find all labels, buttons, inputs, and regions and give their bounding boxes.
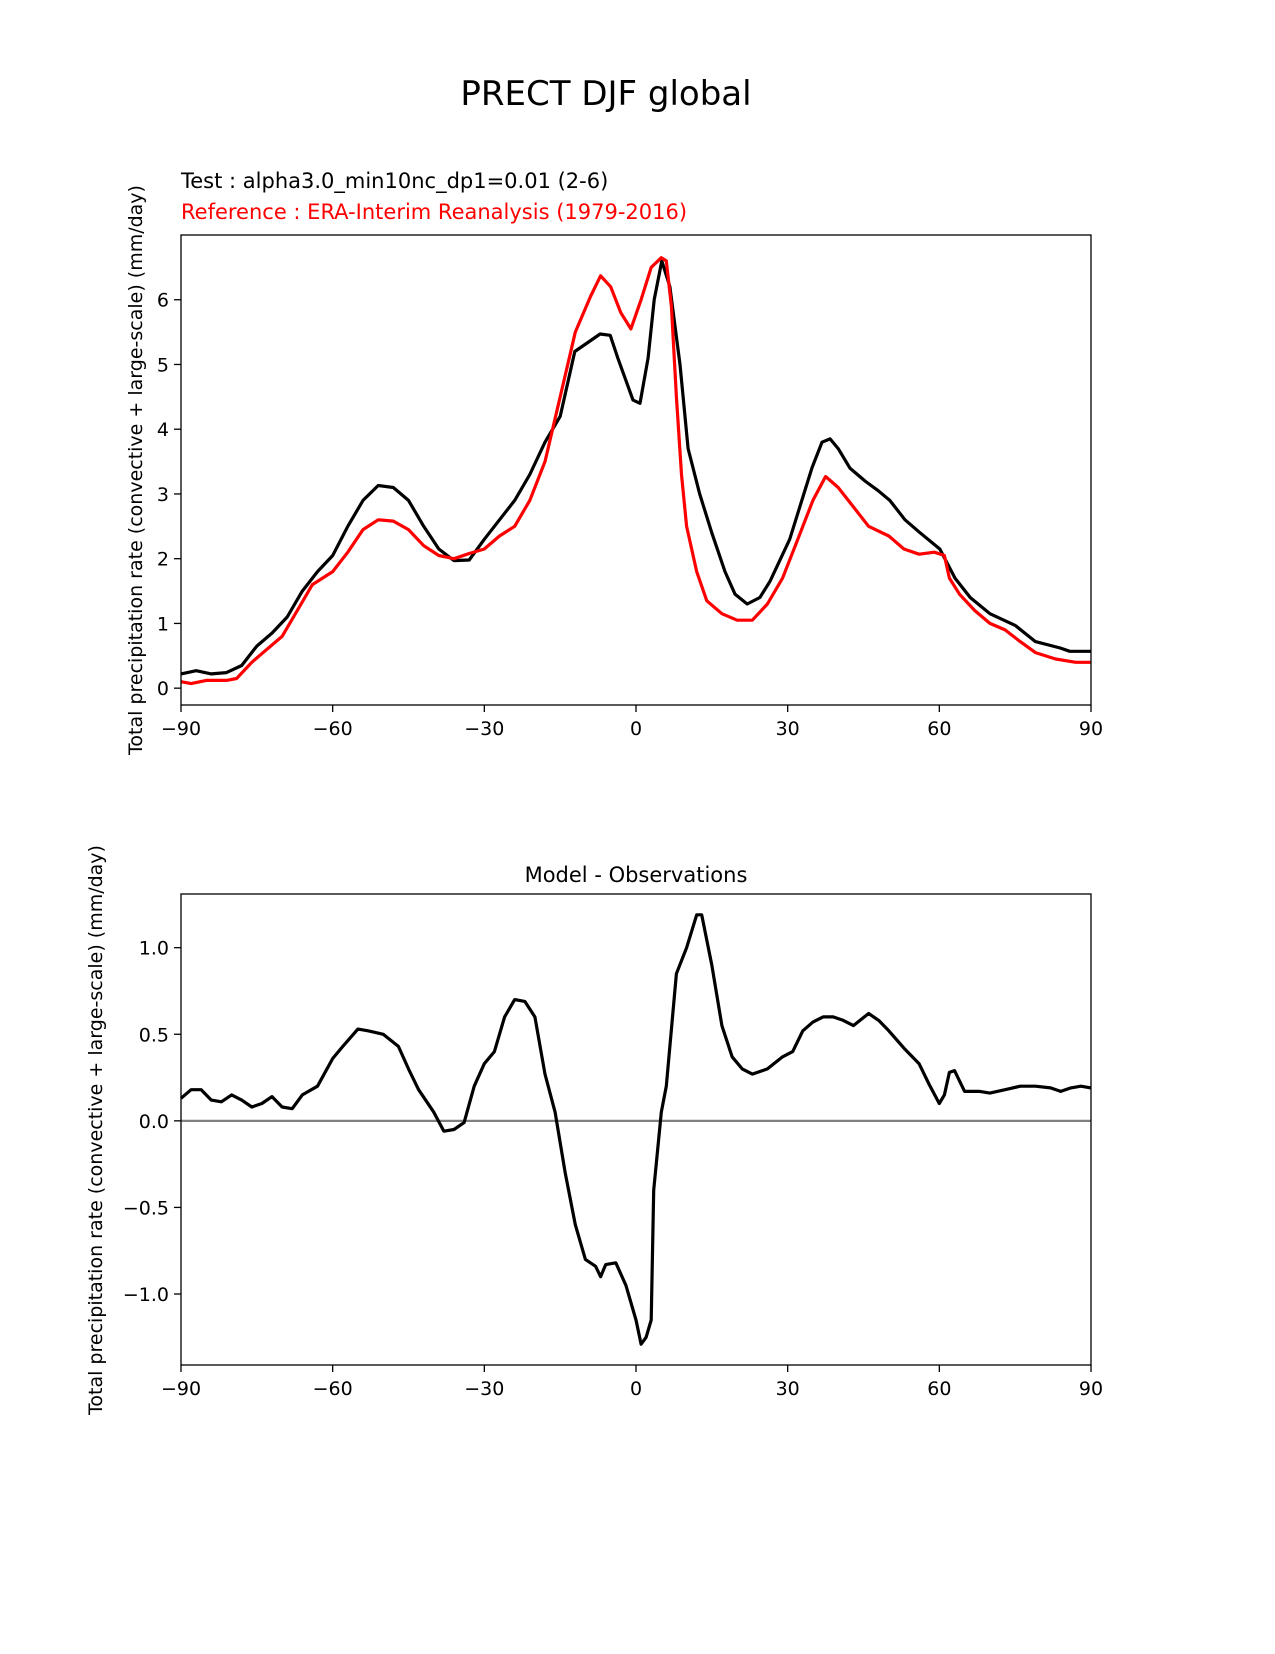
chart1-ytick-label: −0.5 — [123, 1197, 169, 1219]
chart0-axes-frame — [180, 234, 1092, 706]
chart1-xtick-label: 60 — [927, 1378, 951, 1400]
chart0-ytick-label: 0 — [157, 678, 169, 700]
chart1-xtick-label: −60 — [313, 1378, 353, 1400]
chart0-xtick-label: −90 — [161, 718, 201, 740]
chart1-xtick-label: 0 — [630, 1378, 642, 1400]
bottom-ylabel: Total precipitation rate (convective + l… — [85, 845, 107, 1416]
chart0-xtick-label: −60 — [313, 718, 353, 740]
chart1-xtick-label: −90 — [161, 1378, 201, 1400]
chart0-xtick-label: 90 — [1079, 718, 1103, 740]
chart1-xtick-label: −30 — [464, 1378, 504, 1400]
figure-title: PRECT DJF global — [460, 74, 751, 114]
top-ylabel: Total precipitation rate (convective + l… — [125, 185, 147, 756]
chart1-axes-frame — [180, 893, 1092, 1366]
chart1-ytick-label: −1.0 — [123, 1284, 169, 1306]
chart1-xtick-label: 90 — [1079, 1378, 1103, 1400]
chart0-xtick-label: 60 — [927, 718, 951, 740]
reference-label: Reference : ERA-Interim Reanalysis (1979… — [181, 200, 687, 224]
chart0-xtick-label: 30 — [776, 718, 800, 740]
chart1-ytick-label: 0.5 — [139, 1024, 169, 1046]
chart0-ytick-label: 1 — [157, 613, 169, 635]
chart1-series-model-observations — [179, 913, 1092, 1346]
chart0-ytick-label: 6 — [157, 290, 169, 312]
chart1-xtick-label: 30 — [776, 1378, 800, 1400]
bottom-title: Model - Observations — [525, 863, 748, 887]
chart0-ytick-label: 2 — [157, 549, 169, 571]
chart0-xtick-label: −30 — [464, 718, 504, 740]
chart0-xtick-label: 0 — [630, 718, 642, 740]
chart0-ytick-label: 5 — [157, 354, 169, 376]
chart0-series-reference — [180, 256, 1091, 686]
chart0-series-test — [180, 259, 1091, 676]
chart1-ytick-label: 1.0 — [139, 938, 169, 960]
chart0-ytick-label: 3 — [157, 484, 169, 506]
chart0-ytick-label: 4 — [157, 419, 169, 441]
chart1-ytick-label: 0.0 — [139, 1111, 169, 1133]
test-label: Test : alpha3.0_min10nc_dp1=0.01 (2-6) — [180, 169, 608, 194]
